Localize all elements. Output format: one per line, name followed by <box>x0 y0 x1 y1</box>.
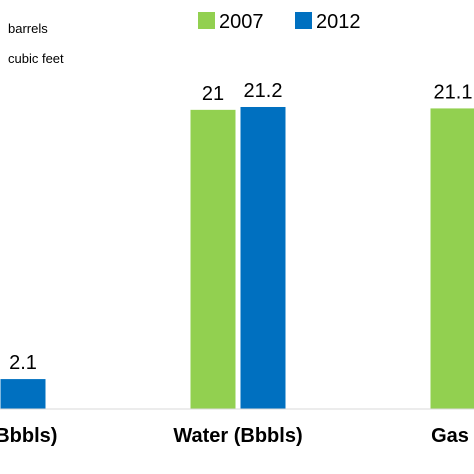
legend: 2007 2012 <box>198 11 361 33</box>
legend-label-2007: 2007 <box>219 11 264 33</box>
category-label-3: Gas <box>431 425 469 447</box>
bar-2007-2 <box>190 109 236 409</box>
category-label-2: Water (Bbbls) <box>173 425 302 447</box>
value-label-2007-2: 21 <box>202 83 224 105</box>
category-labels: (Bbbls) Water (Bbbls) Gas <box>0 425 469 447</box>
value-label-2012-1: 2.1 <box>9 352 37 374</box>
bar-2007-3 <box>430 108 474 409</box>
legend-label-2012: 2012 <box>316 11 361 33</box>
note-barrels: barrels <box>8 21 48 36</box>
value-label-2012-2: 21.2 <box>244 80 283 102</box>
legend-swatch-2007 <box>198 12 215 29</box>
bars <box>0 106 474 409</box>
units-notes: barrels cubic feet <box>8 21 64 66</box>
value-labels: 2.1 21 21.2 21.1 <box>9 80 472 374</box>
bar-2012-2 <box>240 106 286 409</box>
value-label-2007-3: 21.1 <box>434 81 473 103</box>
bar-2012-1 <box>0 379 46 409</box>
category-label-1: (Bbbls) <box>0 425 57 447</box>
legend-swatch-2012 <box>295 12 312 29</box>
note-cubic-feet: cubic feet <box>8 51 64 66</box>
